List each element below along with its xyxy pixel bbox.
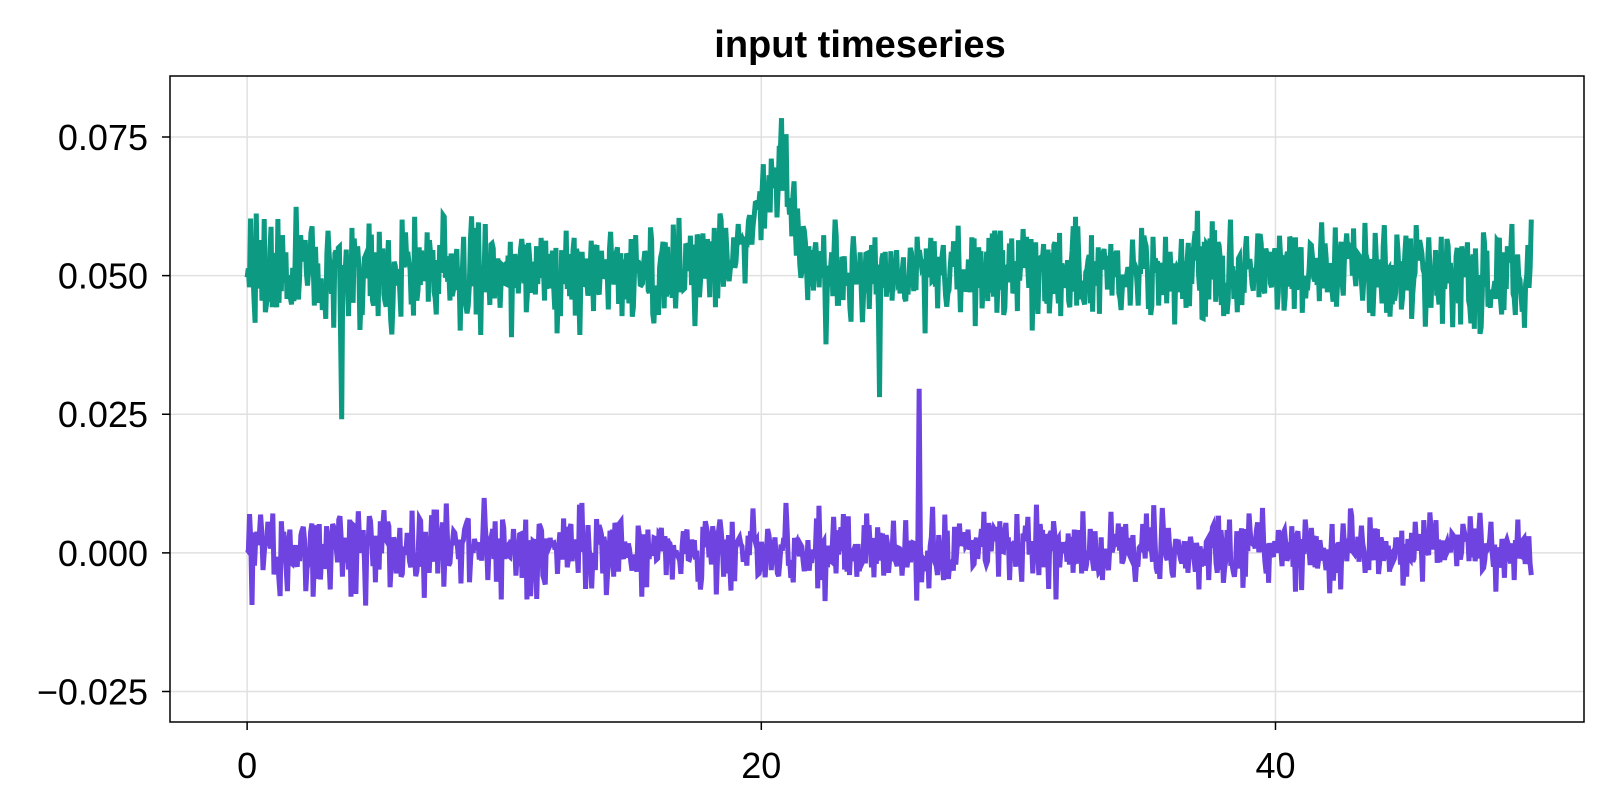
y-tick-label: 0.000: [58, 533, 148, 574]
x-tick-label: 40: [1255, 745, 1295, 786]
y-tick-label: 0.025: [58, 394, 148, 435]
y-tick-label: 0.075: [58, 117, 148, 158]
plot-frame: [169, 75, 1585, 723]
y-tick-label: −0.025: [37, 672, 148, 713]
series-line-2: [245, 388, 1534, 606]
plot-series: [244, 118, 1534, 606]
y-axis: −0.025 0.000 0.025 0.050 0.075: [37, 117, 170, 713]
chart-title: input timeseries: [714, 24, 1005, 66]
x-axis: 0 20 40: [237, 722, 1296, 786]
x-tick-label: 0: [237, 745, 257, 786]
series-line-1: [244, 118, 1534, 420]
grid-lines: [170, 76, 1584, 722]
y-tick-label: 0.050: [58, 256, 148, 297]
x-tick-label: 20: [741, 745, 781, 786]
